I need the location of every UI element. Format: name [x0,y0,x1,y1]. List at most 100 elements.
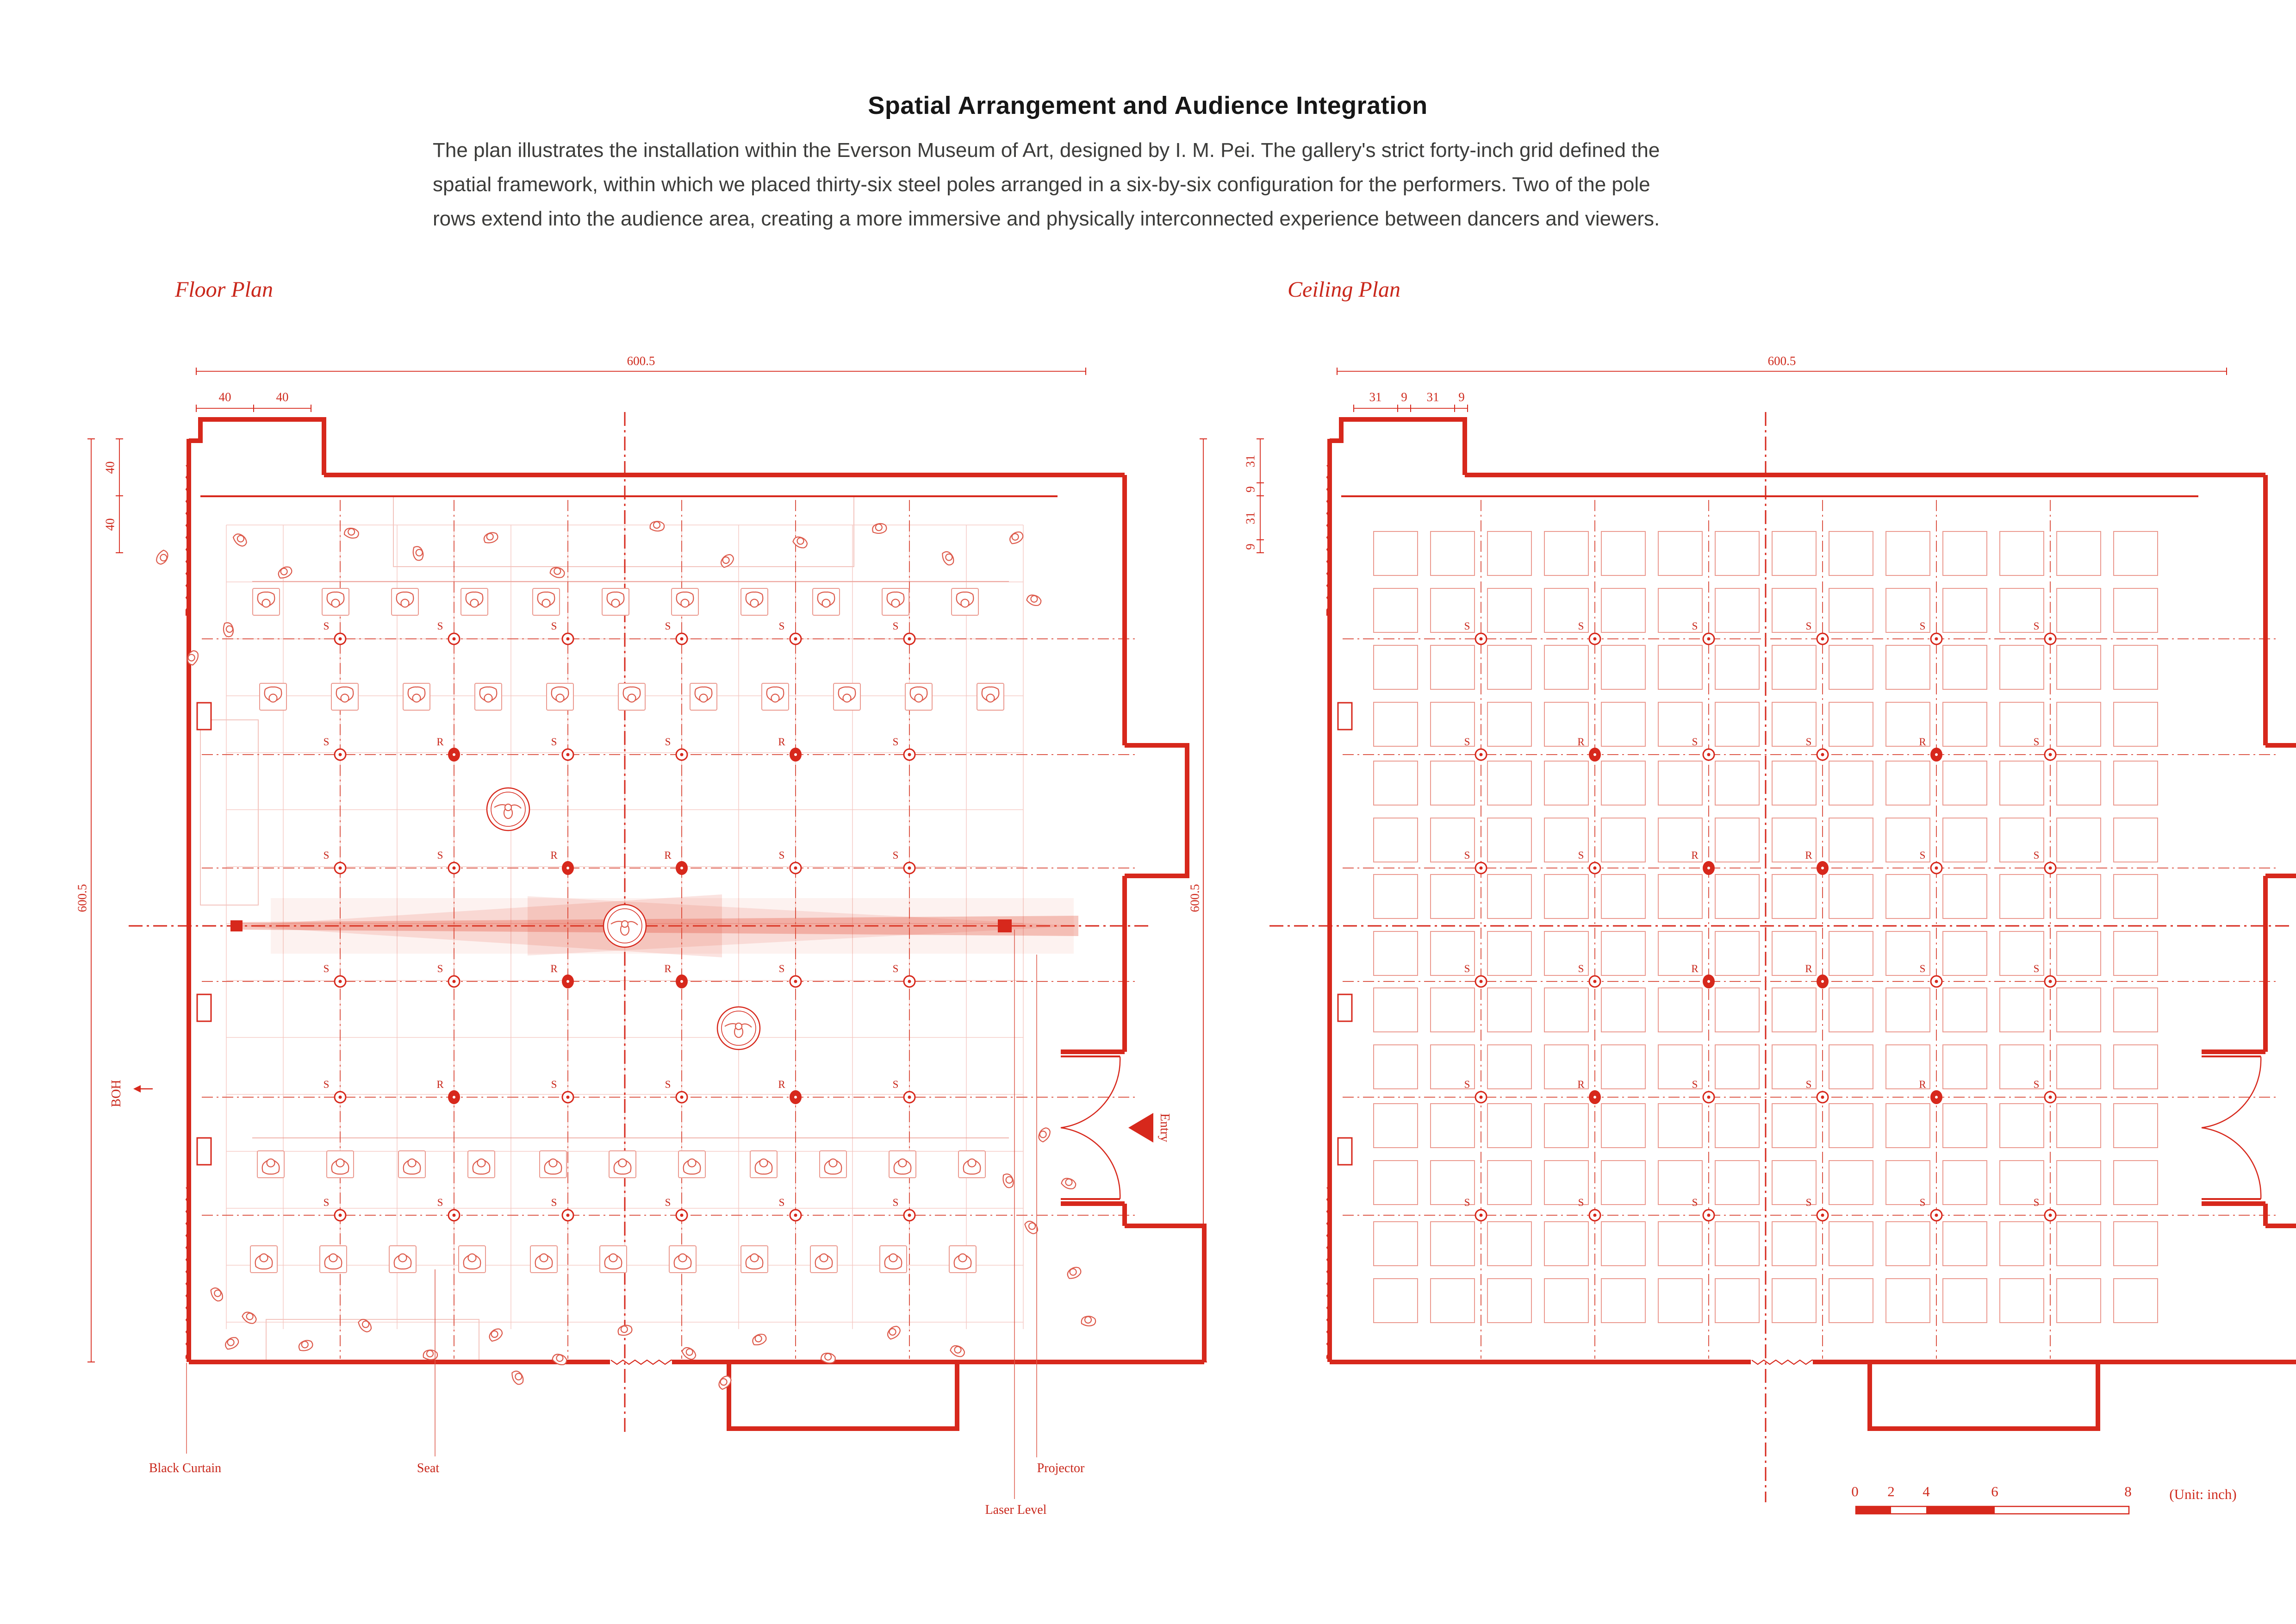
stage-zone [266,1319,479,1361]
pole-center [1479,866,1483,870]
pole-marker-r: R [1919,736,1942,762]
standing-person [486,1326,505,1344]
pole-marker-s: S [551,620,574,645]
pole-type-label: S [893,1197,899,1208]
ceiling-tile [1373,1044,1418,1089]
standing-person [222,621,235,638]
pole-marker-r: R [1805,963,1829,988]
ceiling-tile [1829,1160,1873,1205]
pole-marker-r: R [1691,963,1715,988]
pole-type-label: S [893,620,899,632]
ceiling-tile [2113,702,2158,747]
ceiling-tile [1601,987,1646,1032]
ceiling-tile [1487,761,1532,806]
pole-center [1593,1213,1597,1217]
ceiling-tile [1430,818,1475,862]
ceiling-tile [1544,588,1589,633]
ceiling-tile [1544,874,1589,919]
pole-type-label: S [665,1079,671,1090]
ceiling-tile [1487,1221,1532,1266]
ceiling-tile [1715,761,1760,806]
ceiling-tile [1999,531,2044,576]
pole-marker-s: S [1692,736,1715,761]
pole-marker-s: S [1920,849,1943,874]
pole-type-label: S [1920,1197,1926,1208]
ceiling-tile [1601,1221,1646,1266]
pole-center [794,1213,797,1217]
pole-marker-s: S [1692,620,1715,645]
ceiling-tile [2113,1103,2158,1148]
pole-type-label: R [436,736,444,748]
pole-center [680,753,684,756]
ceiling-tile [1772,1278,1817,1323]
grid-layer [129,412,2293,1502]
pole-type-label: S [437,1197,443,1208]
ceiling-tile [1772,531,1817,576]
ceiling-tile [1885,987,1930,1032]
black-curtain [185,1187,191,1359]
ceiling-tile [1430,1044,1475,1089]
ceiling-tile [1885,1221,1930,1266]
ceiling-tile [1658,588,1703,633]
pole-center [1479,980,1483,983]
laser-level-device [230,920,243,931]
ceiling-tile [1430,1103,1475,1148]
projector-label: Projector [1037,1461,1085,1475]
ceiling-tile [1715,1103,1760,1148]
ceiling-dim-sub: 9 [1401,390,1407,404]
ceiling-dim-sub: 31 [1369,390,1382,404]
pole-marker-s: S [779,849,802,874]
boh-arrow-head [133,1085,141,1093]
standing-person [680,1344,698,1362]
pole-center [566,1213,570,1217]
pole-center [1821,1095,1824,1099]
pole-marker-s: S [1920,1197,1943,1222]
scale-tick: 6 [1991,1483,1998,1499]
wall [1061,1049,1125,1206]
ceiling-tile [1658,1103,1703,1148]
ceiling-tile [1942,874,1987,919]
pole-marker-s: S [437,849,460,874]
pole-marker-s: S [893,620,916,645]
ceiling-tile [1829,1103,1873,1148]
pole-center [566,867,569,869]
ceiling-tile [1373,1221,1418,1266]
pole-type-label: S [324,849,330,861]
pole-type-label: S [2034,1079,2040,1090]
ceiling-tile [1942,588,1987,633]
pole-center [1593,980,1597,983]
pole-type-label: S [551,736,557,748]
ceiling-tile [1772,1103,1817,1148]
ceiling-tile [1658,761,1703,806]
pole-center [1707,1095,1711,1099]
pole-type-label: S [437,849,443,861]
pole-type-label: R [436,1079,444,1090]
pole-type-label: S [551,620,557,632]
black-curtain-label: Black Curtain [149,1461,222,1475]
pole-marker-s: S [324,849,347,874]
pole-type-label: S [893,1079,899,1090]
pole-type-label: S [779,620,785,632]
standing-person [509,1368,526,1387]
ceiling-tile [1999,1160,2044,1205]
pole-type-label: S [551,1079,557,1090]
ceiling-tile [1487,1278,1532,1323]
ceiling-tile [1885,931,1930,976]
ceiling-tile [1544,1160,1589,1205]
pole-marker-s: S [324,1079,347,1104]
black-curtain [1326,1187,1332,1359]
ceiling-tile [1373,1160,1418,1205]
ceiling-tile [1829,531,1873,576]
ceiling-tile [1430,987,1475,1032]
description-line: spatial framework, within which we place… [433,173,1650,196]
pole-type-label: S [1692,620,1698,632]
pole-center [1935,866,1938,870]
scale-bar-segment [1856,1506,1891,1514]
black-curtain [1326,465,1332,616]
ceiling-tile [1487,818,1532,862]
pole-center [338,753,342,756]
pole-center [680,980,683,983]
pole-type-label: S [893,849,899,861]
wall [1122,1204,1207,1364]
standing-person [231,531,249,549]
